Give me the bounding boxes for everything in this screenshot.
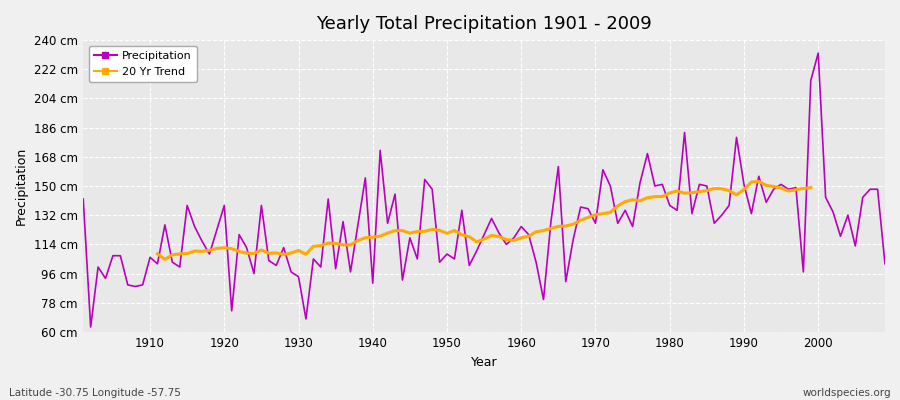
Text: worldspecies.org: worldspecies.org: [803, 388, 891, 398]
Y-axis label: Precipitation: Precipitation: [15, 147, 28, 225]
Legend: Precipitation, 20 Yr Trend: Precipitation, 20 Yr Trend: [89, 46, 197, 82]
Title: Yearly Total Precipitation 1901 - 2009: Yearly Total Precipitation 1901 - 2009: [316, 15, 652, 33]
X-axis label: Year: Year: [471, 356, 498, 369]
Text: Latitude -30.75 Longitude -57.75: Latitude -30.75 Longitude -57.75: [9, 388, 181, 398]
